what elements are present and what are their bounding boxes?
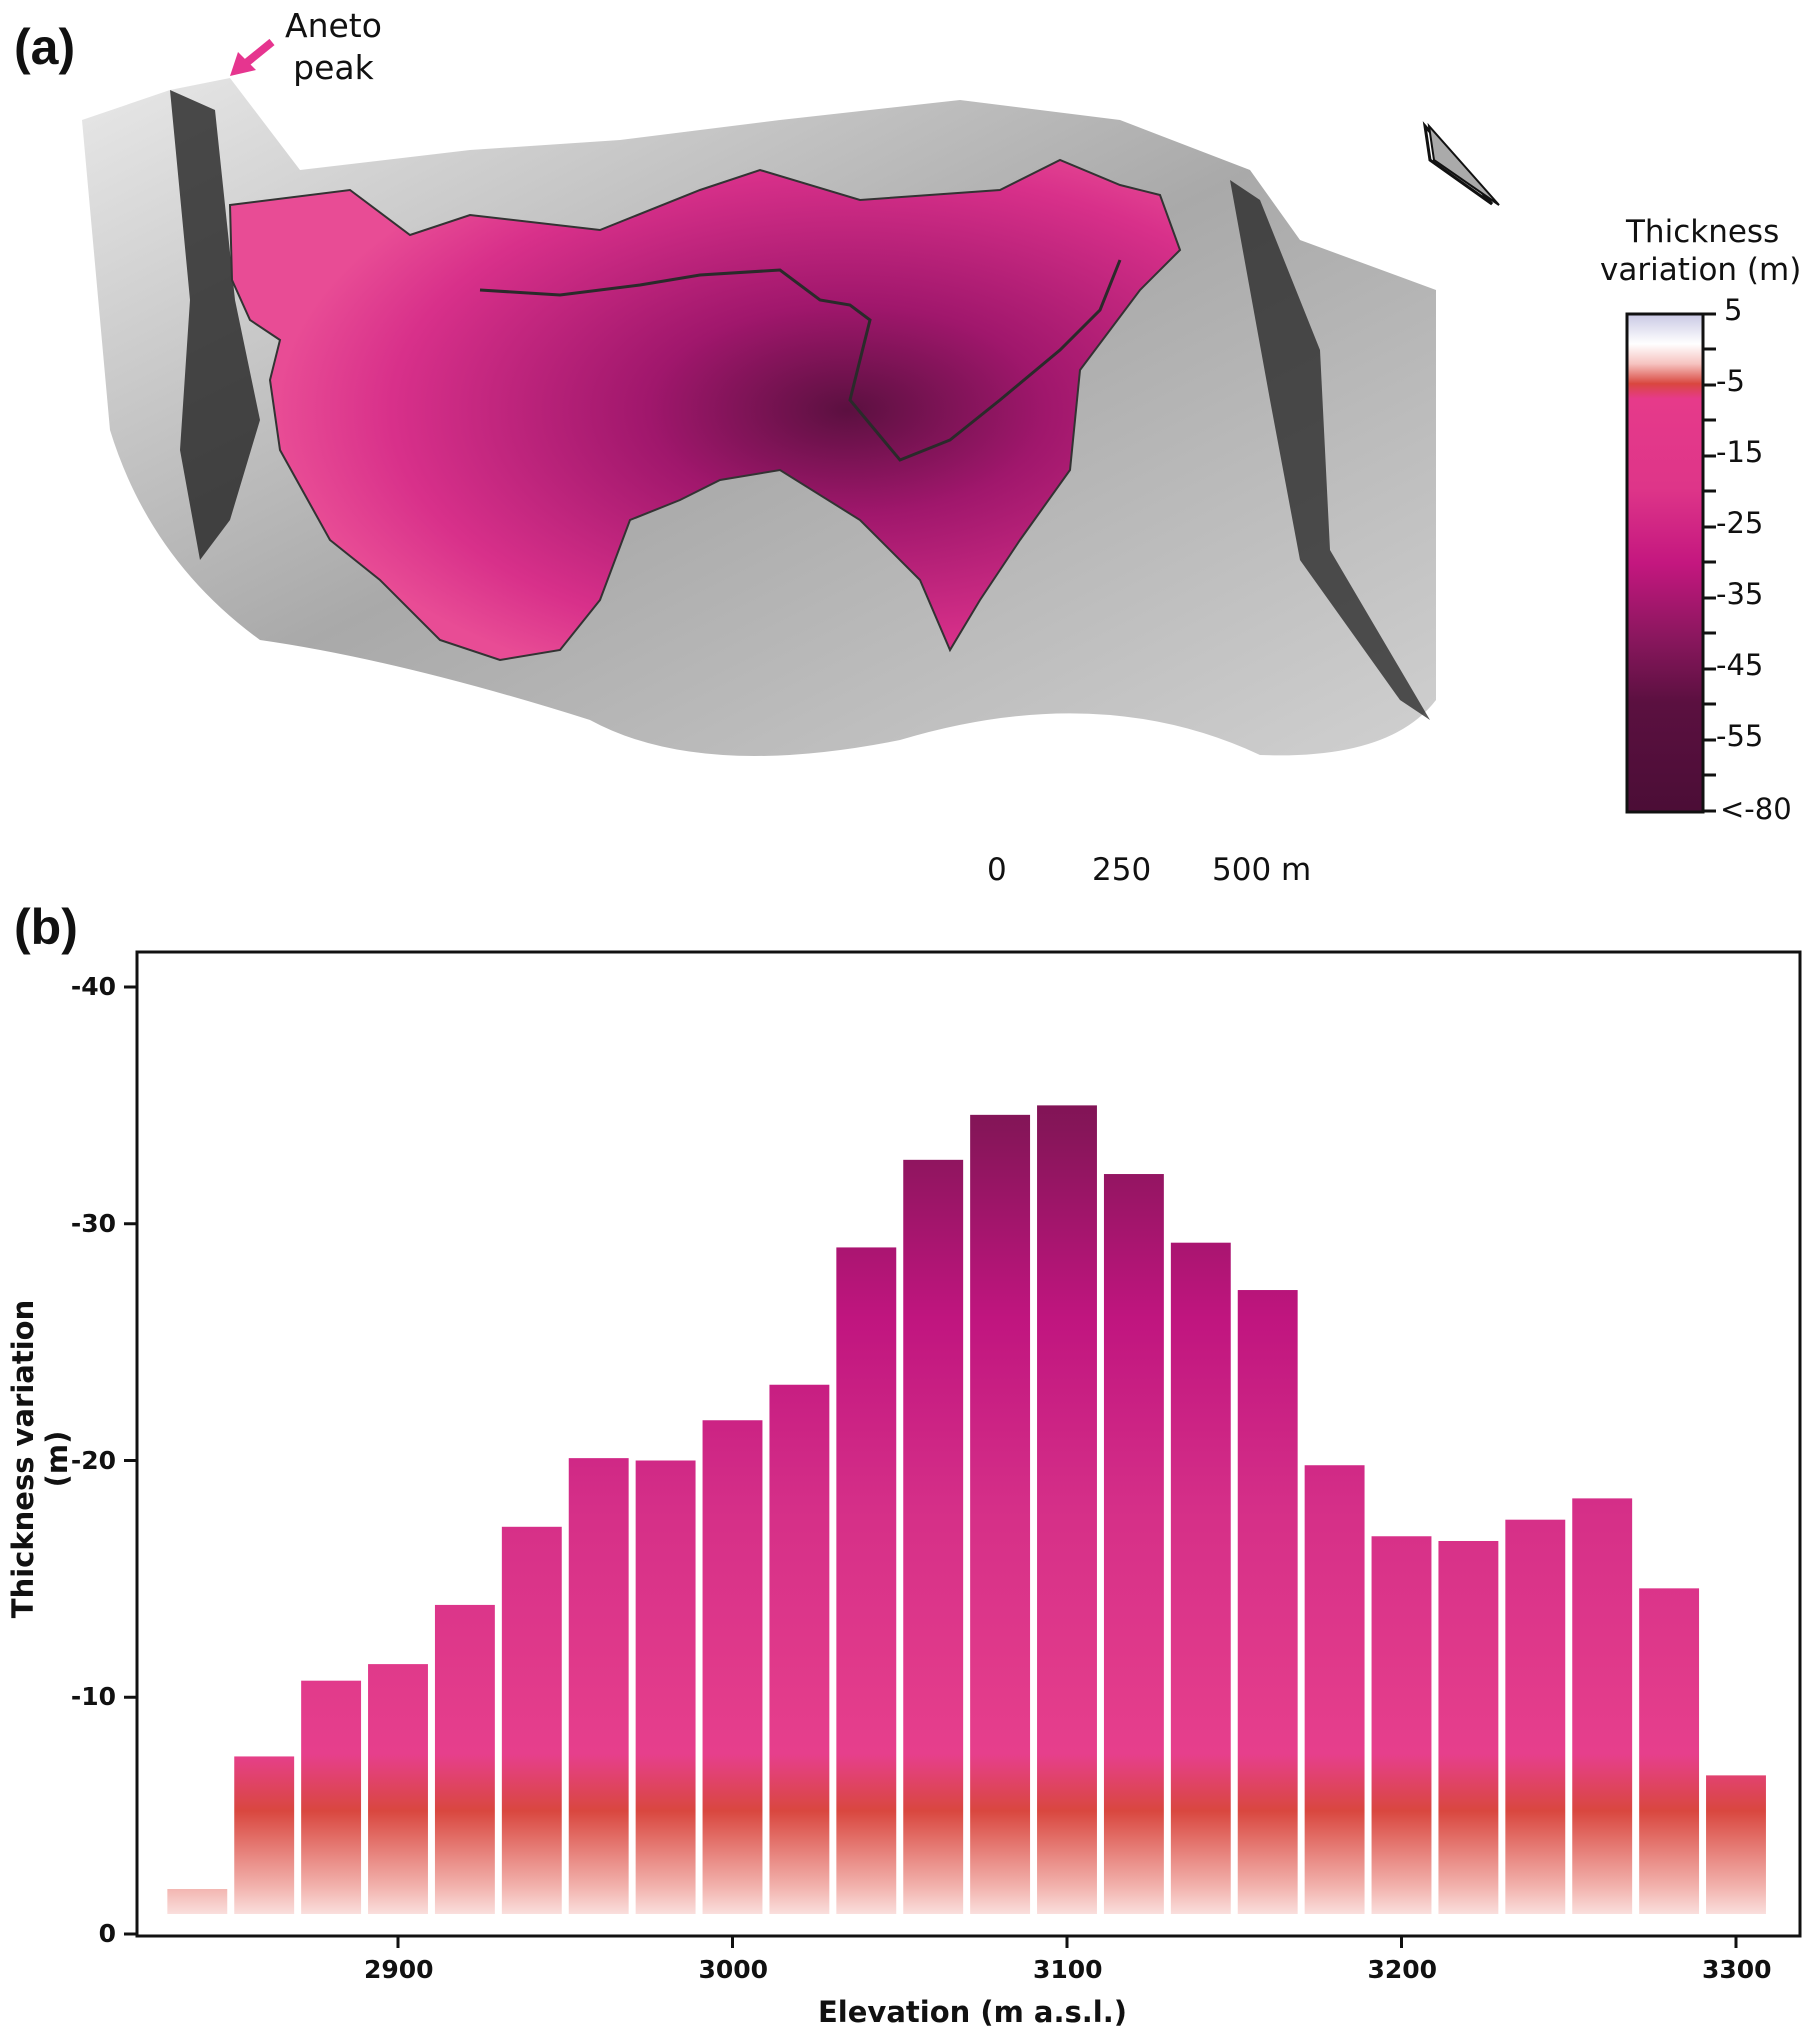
- bar: [568, 1458, 629, 1914]
- ridge-shadow: [170, 90, 260, 560]
- colorbar-tick: -15: [1716, 435, 1764, 469]
- bar: [434, 1604, 495, 1914]
- plot-frame: [135, 950, 1802, 1938]
- colorbar-tick: <-80: [1720, 792, 1792, 826]
- bar: [1371, 1536, 1432, 1914]
- scale-label-0: 0: [987, 852, 1007, 888]
- y-tick-label: 0: [98, 1919, 116, 1948]
- colorbar-ticks: [1703, 312, 1716, 813]
- bar: [702, 1420, 763, 1914]
- colorbar: [1625, 312, 1705, 814]
- x-tick-label: 3000: [698, 1955, 769, 1984]
- bar: [301, 1680, 362, 1914]
- colorbar-tick: 5: [1724, 293, 1743, 327]
- colorbar-tick: -35: [1716, 577, 1764, 611]
- bar: [836, 1247, 897, 1914]
- ridge-shadow-east: [1230, 180, 1430, 720]
- bar: [1505, 1519, 1566, 1914]
- colorbar-tick: -5: [1716, 364, 1745, 398]
- bar: [501, 1526, 562, 1914]
- bar: [368, 1664, 428, 1914]
- colorbar-tick: -25: [1716, 506, 1764, 540]
- scale-label-500: 500 m: [1212, 852, 1312, 888]
- y-tick-label: -20: [70, 1445, 116, 1475]
- x-axis-label: Elevation (m a.s.l.): [818, 1995, 1128, 2029]
- bar: [635, 1460, 696, 1914]
- bar: [234, 1756, 295, 1914]
- colorbar-tick: -55: [1716, 719, 1764, 753]
- colorbar-tick: -45: [1716, 648, 1764, 682]
- y-tick-label: -40: [70, 972, 116, 1001]
- north-arrow-icon: [1422, 121, 1500, 206]
- x-tick-label: 2900: [364, 1955, 434, 1984]
- bar: [1170, 1242, 1231, 1914]
- colorbar-title-1: Thickness: [1626, 214, 1780, 250]
- bar: [769, 1384, 830, 1914]
- bar: [1438, 1540, 1499, 1914]
- panel-b-label: (b): [14, 899, 78, 955]
- y-tick-label: -30: [70, 1208, 116, 1238]
- x-tick-label: 3100: [1033, 1955, 1103, 1984]
- glacier-thickness: [228, 158, 1182, 662]
- scale-label-250: 250: [1092, 852, 1152, 888]
- glacier-map: [82, 38, 1716, 814]
- colorbar-title-2: variation (m): [1600, 252, 1802, 288]
- aneto-peak-annotation: Aneto peak: [285, 6, 382, 87]
- bar: [1103, 1174, 1164, 1914]
- bar: [167, 1889, 228, 1914]
- bar: [1572, 1498, 1633, 1914]
- aneto-arrow-icon: [230, 38, 275, 76]
- y-tick-label: -10: [70, 1682, 116, 1712]
- bar: [1639, 1588, 1700, 1914]
- x-tick-label: 3200: [1367, 1955, 1438, 1984]
- bar: [1706, 1775, 1766, 1914]
- bar: [1237, 1290, 1298, 1914]
- bar: [903, 1159, 964, 1914]
- bar: [1037, 1105, 1097, 1914]
- panel-a-label: (a): [14, 19, 76, 75]
- x-tick-label: 3300: [1702, 1955, 1772, 1984]
- bar: [970, 1114, 1031, 1914]
- bar: [1304, 1465, 1365, 1914]
- glacier-outline-2006: [479, 259, 1122, 462]
